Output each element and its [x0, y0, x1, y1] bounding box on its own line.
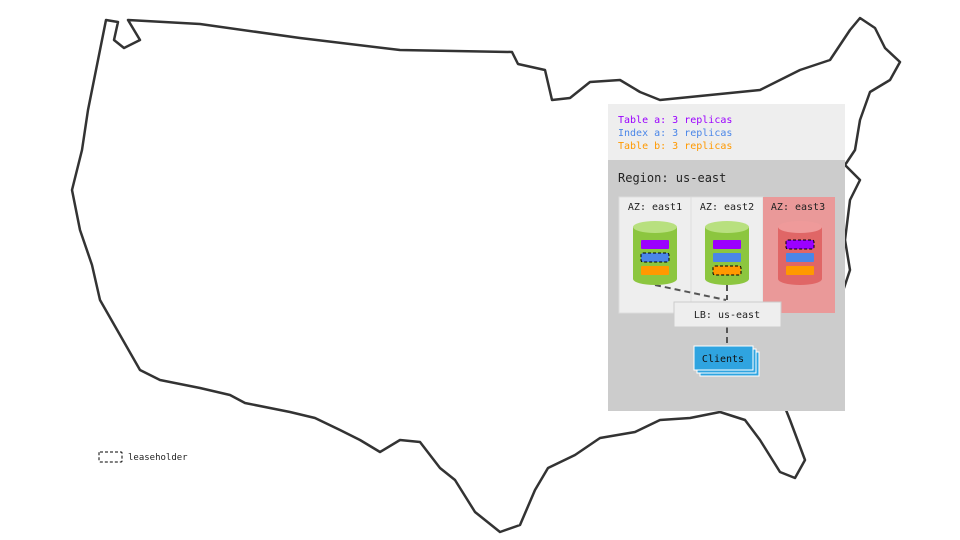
connector-east1-lb: [654, 284, 727, 301]
replica-table-a-leaseholder: [785, 239, 815, 250]
replica-legend-panel: [608, 104, 845, 160]
az-east1-label: AZ: east1: [628, 202, 682, 213]
replica-table-a: [713, 240, 741, 249]
legend-index-a: Index a: 3 replicas: [618, 128, 732, 139]
leaseholder-key-icon: [98, 451, 123, 463]
node-east3: [778, 221, 822, 285]
clients-stack: Clients: [693, 345, 760, 377]
clients-label: Clients: [702, 354, 744, 365]
replica-table-b: [641, 266, 669, 275]
replica-index-a: [713, 253, 741, 262]
az-east2-label: AZ: east2: [700, 202, 754, 213]
replica-table-b-leaseholder: [712, 265, 742, 276]
az-east3-label: AZ: east3: [771, 202, 825, 213]
load-balancer-label: LB: us-east: [694, 310, 760, 321]
node-east2: [705, 221, 749, 285]
replica-index-a-leaseholder: [640, 252, 670, 263]
replica-index-a: [786, 253, 814, 262]
leaseholder-key-label: leaseholder: [128, 453, 188, 463]
replica-table-b: [786, 266, 814, 275]
legend-table-a: Table a: 3 replicas: [618, 115, 732, 126]
legend-table-b: Table b: 3 replicas: [618, 141, 732, 152]
region-label: Region: us-east: [618, 171, 726, 185]
node-east1: [633, 221, 677, 285]
replica-table-a: [641, 240, 669, 249]
load-balancer-box: [673, 301, 782, 328]
